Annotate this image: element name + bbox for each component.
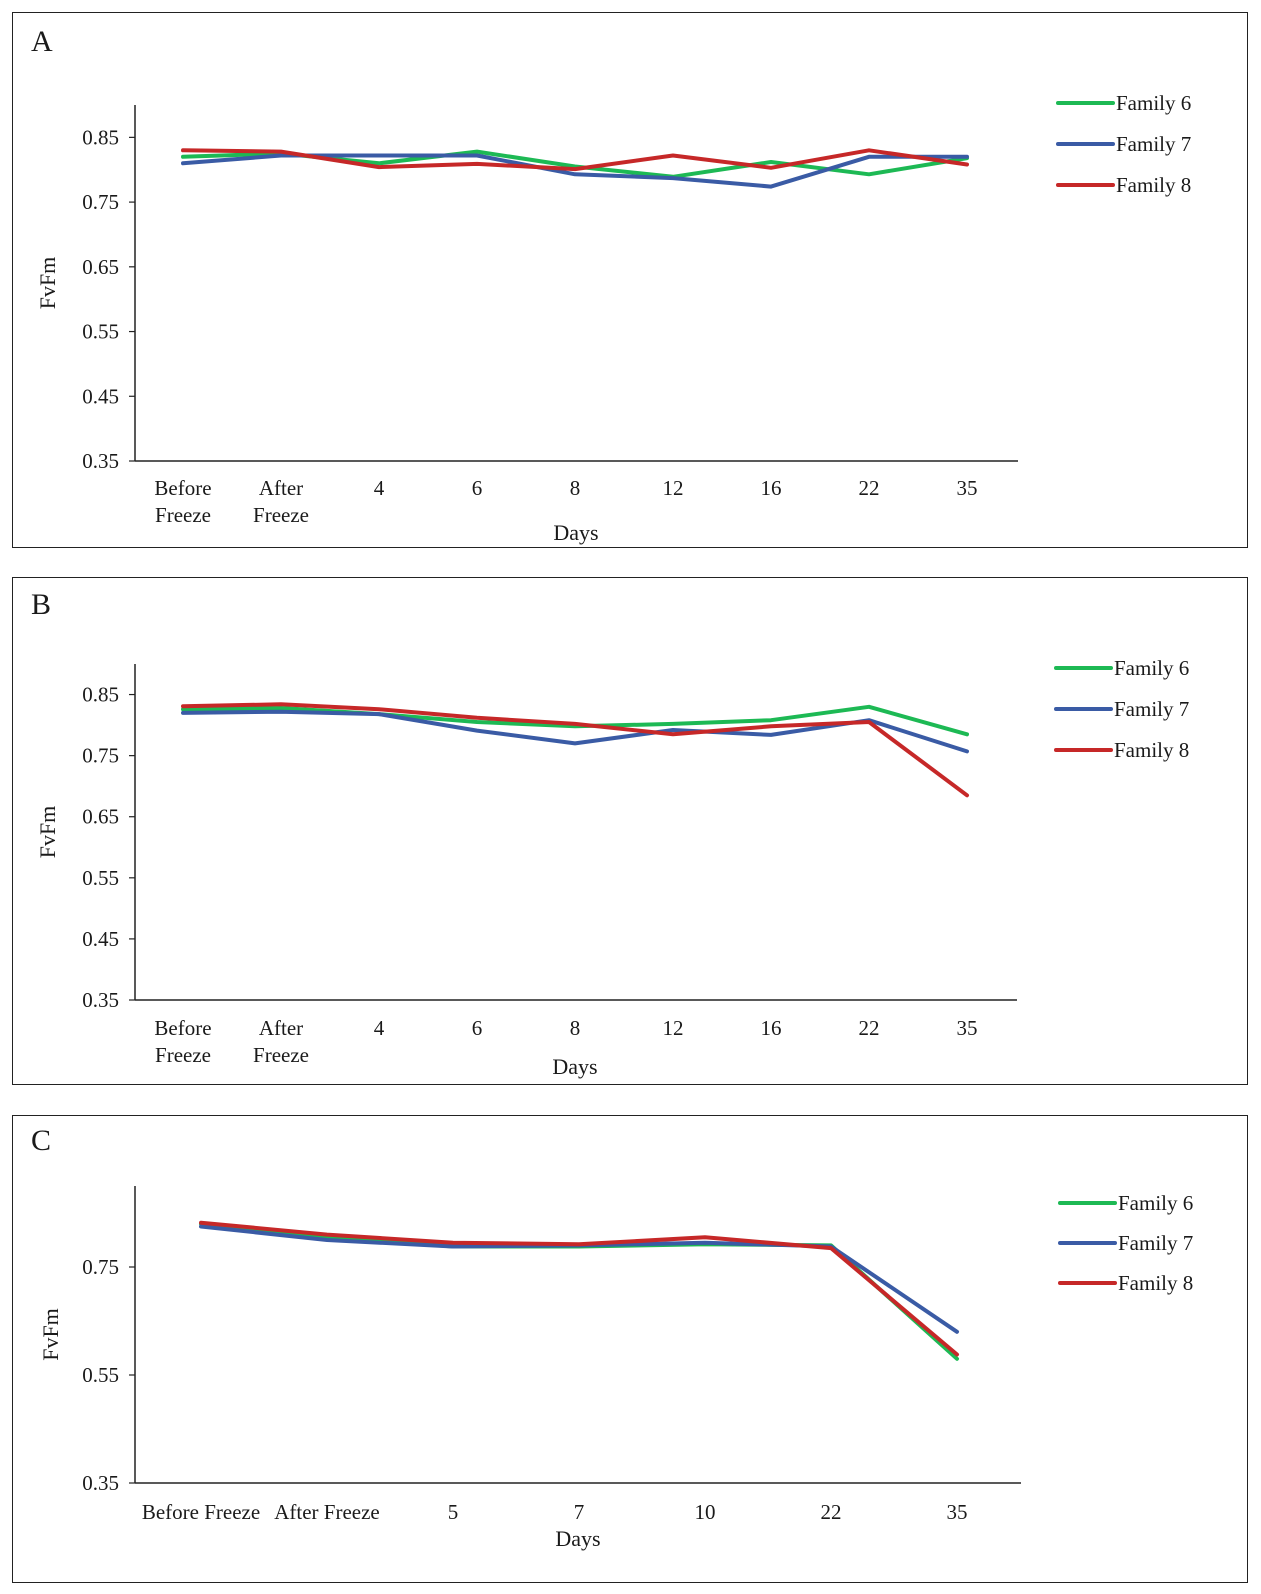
x-tick-label: 8 <box>570 476 581 500</box>
x-axis-label: Days <box>552 1054 597 1079</box>
x-tick-label: 4 <box>374 1016 385 1040</box>
legend-label: Family 8 <box>1114 738 1189 762</box>
y-tick-label: 0.55 <box>82 320 119 344</box>
series-line-family-6 <box>181 704 969 737</box>
x-tick-label: 16 <box>761 476 782 500</box>
x-tick-label: Before Freeze <box>154 1016 211 1067</box>
x-tick-label: 35 <box>947 1500 968 1524</box>
x-tick-label: After Freeze <box>253 1016 309 1067</box>
legend-label: Family 7 <box>1114 697 1189 721</box>
x-tick-label: 35 <box>957 476 978 500</box>
y-tick-label: 0.65 <box>82 255 119 279</box>
series-line-family-7 <box>199 1224 959 1334</box>
x-tick-label: Before Freeze <box>154 476 211 527</box>
x-tick-label: 6 <box>472 476 483 500</box>
legend-label: Family 8 <box>1118 1271 1193 1295</box>
x-tick-label: 16 <box>761 1016 782 1040</box>
y-tick-label: 0.45 <box>82 927 119 951</box>
panel-c: C 0.35 0.55 0.75 Before Freeze After Freeze 5 7… <box>12 1115 1248 1583</box>
series-line-family-8 <box>199 1220 959 1357</box>
x-tick-label: After Freeze <box>253 476 309 527</box>
x-tick-label: 5 <box>448 1500 459 1524</box>
y-axis-label: FvFm <box>38 1308 63 1361</box>
x-tick-label: 12 <box>663 476 684 500</box>
chart-a: A 0.35 0.45 0.55 0.65 0.75 0.85 Before Freeze Aft… <box>31 25 1191 545</box>
y-tick-label: 0.85 <box>82 125 119 149</box>
x-tick-label: 35 <box>957 1016 978 1040</box>
panel-b: B 0.35 0.45 0.55 0.65 0.75 0.85 Before Freeze Aft… <box>12 577 1248 1085</box>
series-line-family-8 <box>181 148 969 172</box>
x-tick-label: Before Freeze <box>142 1500 260 1524</box>
y-tick-label: 0.75 <box>82 190 119 214</box>
panel-letter: C <box>31 1124 51 1157</box>
y-tick-label: 0.65 <box>82 805 119 829</box>
y-tick-label: 0.75 <box>82 1255 119 1279</box>
x-axis-label: Days <box>555 1526 600 1551</box>
y-tick-label: 0.35 <box>82 1471 119 1495</box>
legend-label: Family 7 <box>1116 132 1191 156</box>
legend-label: Family 7 <box>1118 1231 1193 1255</box>
panel-letter: B <box>31 588 51 621</box>
series-line-family-8 <box>181 702 969 798</box>
panel-a: A 0.35 0.45 0.55 0.65 0.75 0.85 Before Freeze Aft… <box>12 12 1248 548</box>
y-tick-label: 0.75 <box>82 744 119 768</box>
legend-label: Family 6 <box>1118 1191 1193 1215</box>
legend-label: Family 8 <box>1116 173 1191 197</box>
y-tick-label: 0.55 <box>82 1363 119 1387</box>
x-tick-label: 4 <box>374 476 385 500</box>
chart-b: B 0.35 0.45 0.55 0.65 0.75 0.85 Before Freeze Aft… <box>31 588 1189 1079</box>
x-tick-label: 22 <box>821 1500 842 1524</box>
panel-letter: A <box>31 25 53 58</box>
chart-c: C 0.35 0.55 0.75 Before Freeze After Freeze 5 7… <box>31 1124 1193 1551</box>
x-tick-label: 22 <box>859 1016 880 1040</box>
y-tick-label: 0.55 <box>82 866 119 890</box>
x-tick-label: 7 <box>574 1500 585 1524</box>
x-axis-label: Days <box>553 520 598 545</box>
series-line-family-7 <box>181 709 969 754</box>
x-tick-label: 22 <box>859 476 880 500</box>
y-tick-label: 0.35 <box>82 988 119 1012</box>
x-tick-label: 12 <box>663 1016 684 1040</box>
y-axis-label: FvFm <box>35 257 60 310</box>
y-tick-label: 0.85 <box>82 683 119 707</box>
y-tick-label: 0.35 <box>82 449 119 473</box>
x-tick-label: 8 <box>570 1016 581 1040</box>
x-tick-label: 10 <box>695 1500 716 1524</box>
legend-label: Family 6 <box>1114 656 1189 680</box>
x-tick-label: 6 <box>472 1016 483 1040</box>
y-tick-label: 0.45 <box>82 384 119 408</box>
x-tick-label: After Freeze <box>274 1500 380 1524</box>
legend-label: Family 6 <box>1116 91 1191 115</box>
y-axis-label: FvFm <box>35 806 60 859</box>
